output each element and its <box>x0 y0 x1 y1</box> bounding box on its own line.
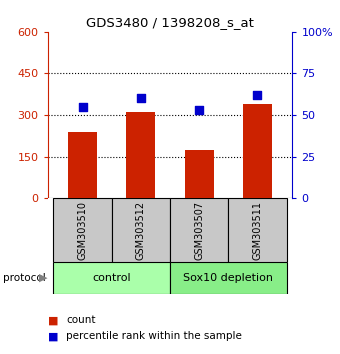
Point <box>255 92 260 98</box>
Bar <box>126 112 155 198</box>
Bar <box>68 132 97 198</box>
Text: ■: ■ <box>48 315 58 325</box>
Bar <box>53 262 170 294</box>
Text: GSM303510: GSM303510 <box>78 201 88 259</box>
Bar <box>228 198 287 262</box>
Text: Sox10 depletion: Sox10 depletion <box>183 273 273 283</box>
Text: count: count <box>66 315 96 325</box>
Text: percentile rank within the sample: percentile rank within the sample <box>66 331 242 341</box>
Point <box>138 96 143 101</box>
Bar <box>53 198 112 262</box>
Text: ■: ■ <box>48 331 58 341</box>
Title: GDS3480 / 1398208_s_at: GDS3480 / 1398208_s_at <box>86 16 254 29</box>
Text: ▶: ▶ <box>39 273 48 283</box>
Bar <box>243 104 272 198</box>
Point <box>197 107 202 113</box>
Text: GSM303507: GSM303507 <box>194 200 204 260</box>
Text: GSM303512: GSM303512 <box>136 200 146 260</box>
Bar <box>170 198 228 262</box>
Text: GSM303511: GSM303511 <box>252 201 262 259</box>
Point <box>80 104 85 110</box>
Text: protocol: protocol <box>3 273 46 283</box>
Bar <box>185 150 214 198</box>
Text: control: control <box>92 273 131 283</box>
Bar <box>170 262 287 294</box>
Bar <box>112 198 170 262</box>
